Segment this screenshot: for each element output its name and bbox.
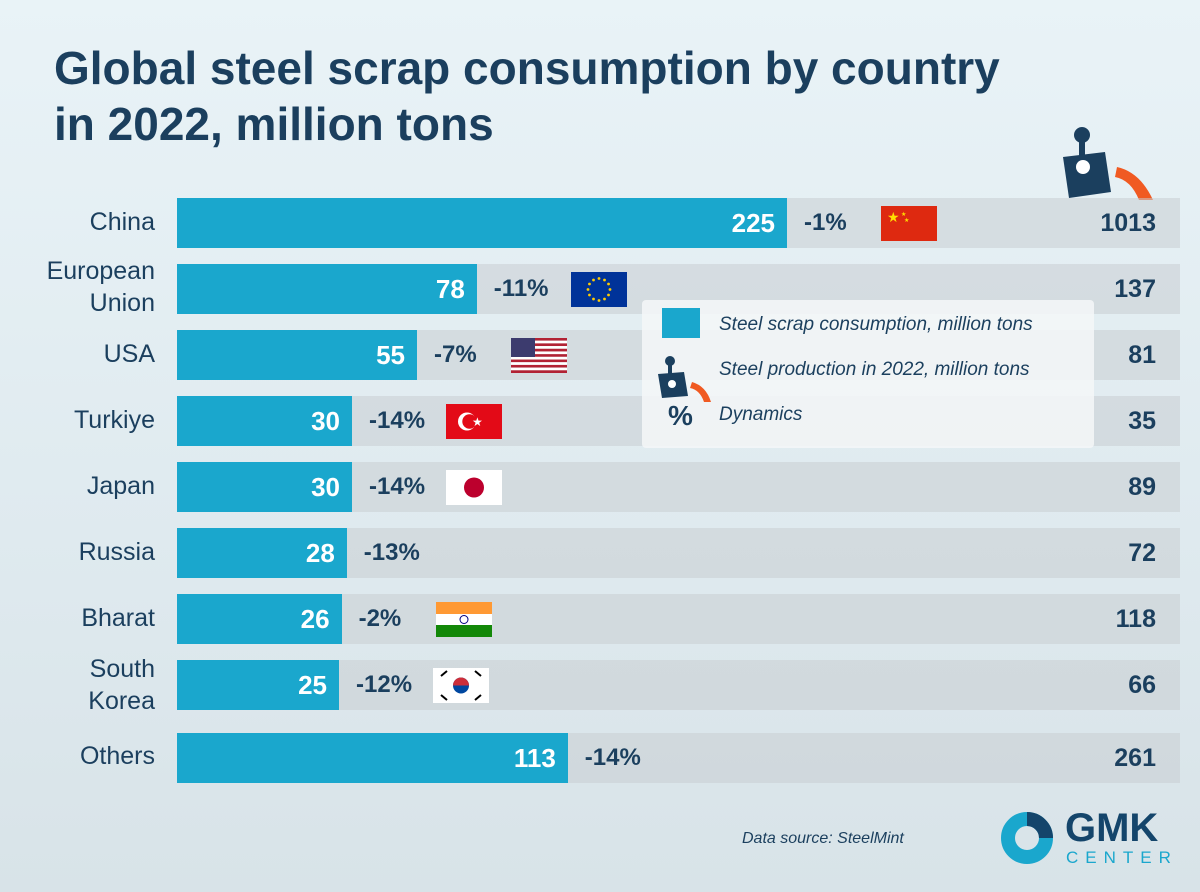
bar-track — [177, 660, 1180, 710]
bar-value-label: 25 — [298, 670, 327, 700]
steel-ladle-icon — [1063, 127, 1153, 200]
bar-russia — [177, 528, 347, 578]
category-label: Korea — [88, 687, 155, 715]
legend: Steel scrap consumption, million tons St… — [642, 300, 1094, 448]
dynamics-label: -13% — [363, 539, 420, 566]
legend-label-scrap: Steel scrap consumption, million tons — [719, 314, 1033, 335]
production-value: 137 — [1114, 275, 1156, 303]
bar-value-label: 78 — [435, 274, 465, 304]
category-label: China — [89, 208, 155, 236]
production-value: 261 — [1114, 744, 1156, 772]
dynamics-label: -2% — [358, 605, 402, 632]
bar-usa — [177, 330, 417, 380]
bar-value-label: 113 — [513, 743, 556, 773]
bar-others — [177, 733, 568, 783]
south-korea-flag-icon — [433, 668, 489, 703]
dynamics-label: -11% — [493, 275, 549, 302]
production-value: 35 — [1128, 407, 1156, 435]
legend-label-dynamics: Dynamics — [719, 404, 803, 425]
bar-value-label: 55 — [376, 340, 405, 370]
bar-bharat — [177, 594, 342, 644]
usa-flag-icon — [511, 338, 567, 373]
production-value: 89 — [1128, 473, 1156, 501]
production-value: 72 — [1128, 539, 1156, 567]
turkey-flag-icon: ★ — [446, 404, 502, 439]
bar-value-label: 225 — [731, 208, 775, 238]
percent-icon: % — [668, 400, 693, 431]
category-label: Turkiye — [73, 406, 155, 434]
svg-text:★: ★ — [904, 217, 909, 224]
dynamics-label: -14% — [369, 473, 426, 500]
category-label: Bharat — [81, 604, 155, 632]
svg-text:★: ★ — [901, 211, 906, 218]
gmk-logo-icon — [1001, 812, 1053, 864]
dynamics-label: -12% — [356, 671, 413, 698]
category-label: Russia — [78, 538, 155, 566]
category-label: Japan — [86, 472, 155, 500]
svg-text:★: ★ — [472, 415, 483, 429]
legend-ladle-icon — [658, 356, 711, 402]
bar-track — [177, 594, 1180, 644]
bar-value-label: 30 — [311, 472, 340, 502]
title-line-2: in 2022, million tons — [54, 98, 494, 150]
production-value: 1013 — [1100, 209, 1156, 237]
production-value: 81 — [1128, 341, 1156, 369]
legend-swatch-scrap — [662, 308, 700, 338]
title-line-1: Global steel scrap consumption by countr… — [54, 42, 1000, 94]
category-label: Union — [89, 289, 155, 317]
production-value: 66 — [1128, 671, 1156, 699]
category-label: Others — [79, 742, 155, 770]
india-flag-icon — [435, 602, 492, 637]
logo-subtext: CENTER — [1066, 848, 1178, 867]
bar-value-label: 30 — [311, 406, 340, 436]
legend-label-production: Steel production in 2022, million tons — [719, 359, 1030, 380]
bar-south-korea — [177, 660, 339, 710]
data-source: Data source: SteelMint — [742, 830, 904, 847]
japan-flag-icon — [446, 470, 502, 505]
chart-title: Global steel scrap consumption by countr… — [54, 40, 1000, 152]
bar-value-label: 26 — [300, 604, 330, 634]
logo-text: GMK — [1065, 806, 1159, 850]
dynamics-label: -14% — [584, 744, 641, 771]
bar-china — [177, 198, 787, 248]
bar-turkiye — [177, 396, 352, 446]
dynamics-label: -14% — [369, 407, 426, 434]
eu-flag-icon — [570, 272, 627, 307]
dynamics-label: -1% — [804, 209, 847, 236]
category-label: South — [89, 655, 155, 683]
gmk-logo: GMK CENTER — [1000, 806, 1180, 868]
bar-value-label: 28 — [305, 538, 335, 568]
dynamics-label: -7% — [434, 341, 477, 368]
china-flag-icon: ★ ★ ★ — [881, 206, 937, 241]
category-label: European — [46, 257, 155, 285]
bar-european-union — [177, 264, 477, 314]
svg-text:★: ★ — [887, 209, 900, 225]
category-label: USA — [103, 340, 155, 368]
production-value: 118 — [1115, 605, 1156, 633]
bar-japan — [177, 462, 352, 512]
